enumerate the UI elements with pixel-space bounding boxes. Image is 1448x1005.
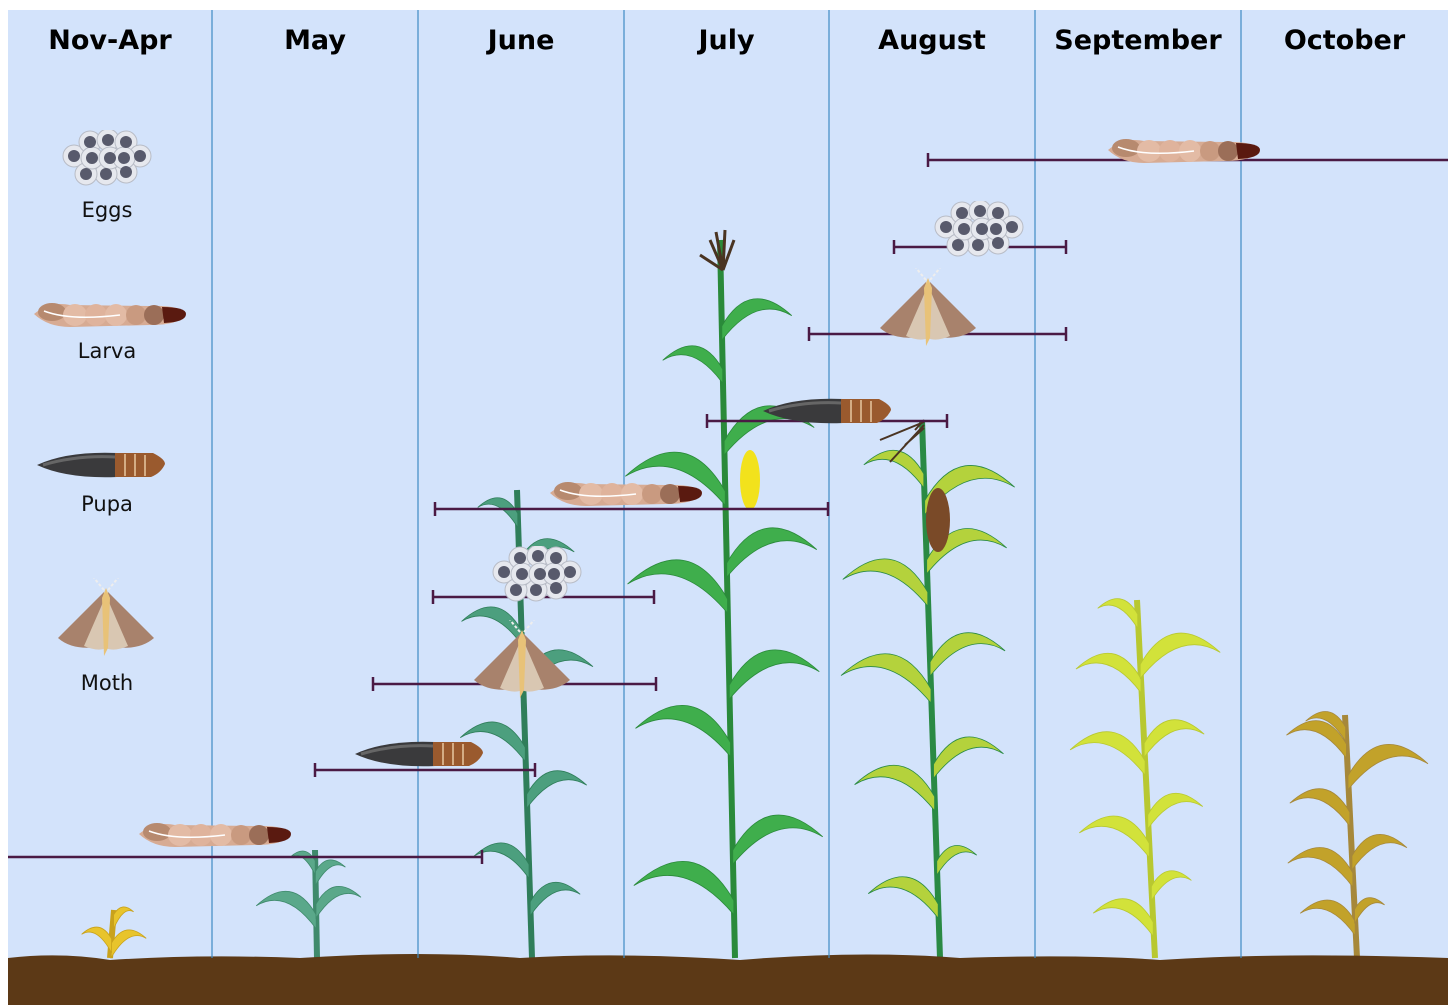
month-header: October bbox=[1284, 25, 1406, 56]
corn-ear bbox=[926, 488, 950, 552]
month-header: Nov-Apr bbox=[48, 25, 172, 56]
larva-icon bbox=[1108, 139, 1260, 163]
month-header: September bbox=[1054, 25, 1222, 56]
legend-label: Eggs bbox=[82, 198, 133, 222]
soil bbox=[8, 954, 1448, 1005]
month-header: May bbox=[284, 25, 346, 56]
legend-label: Pupa bbox=[81, 492, 133, 516]
month-header: June bbox=[486, 25, 555, 56]
month-header: July bbox=[696, 25, 755, 56]
page: Nov-Apr May June July August September October… bbox=[0, 0, 1448, 1005]
month-header: August bbox=[878, 25, 986, 56]
larva-icon bbox=[550, 482, 702, 506]
larva-icon bbox=[34, 303, 186, 327]
legend-label: Larva bbox=[78, 339, 137, 363]
corn-ear bbox=[740, 450, 760, 510]
legend-label: Moth bbox=[81, 671, 134, 695]
larva-icon bbox=[139, 823, 291, 847]
life-cycle-diagram: Nov-Apr May June July August September October… bbox=[0, 0, 1448, 1005]
